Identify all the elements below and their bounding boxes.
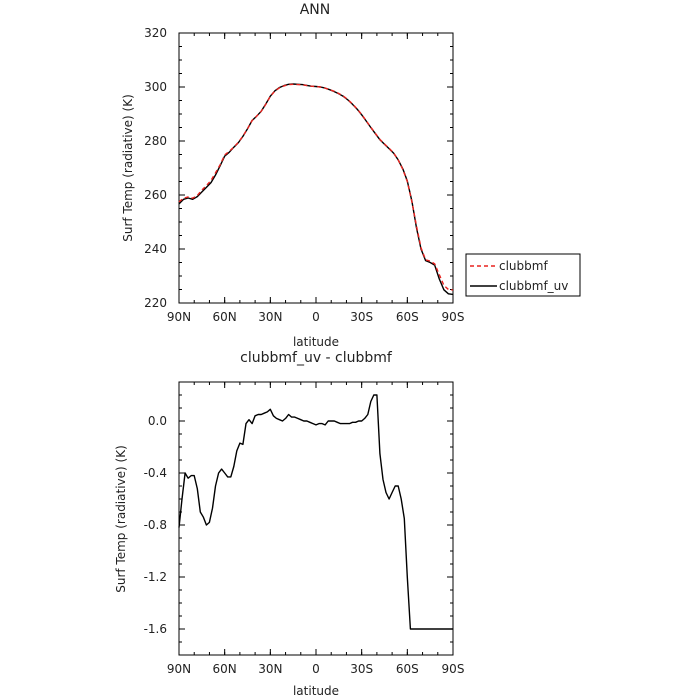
bottom-panel: clubbmf_uv - clubbmf 90N 60N 30N 0 30S 60S 90S…: [114, 350, 464, 698]
top-x-tick-label: 30S: [350, 310, 373, 324]
top-y-axis-label: Surf Temp (radiative) (K): [121, 94, 135, 242]
bottom-y-tick-label: 0.0: [148, 414, 167, 428]
top-series-group: [178, 83, 454, 296]
bottom-x-tick-label: 60N: [213, 662, 237, 676]
legend-label-clubbmf: clubbmf: [499, 259, 548, 273]
bottom-plot-frame: [178, 381, 454, 656]
top-x-tick-label: 60S: [396, 310, 419, 324]
top-y-tick-label: 280: [144, 134, 167, 148]
top-x-tick-label: 90S: [442, 310, 465, 324]
bottom-x-tick-label: 90S: [442, 662, 465, 676]
bottom-x-tick-label: 60S: [396, 662, 419, 676]
bottom-series-line-difference: [178, 394, 453, 630]
top-y-tick-label: 320: [144, 26, 167, 40]
bottom-x-tick-label: 30N: [258, 662, 282, 676]
bottom-y-tick-label: -1.6: [144, 622, 167, 636]
top-y-tick-label: 300: [144, 80, 167, 94]
bottom-axis-ticks: 90N 60N 30N 0 30S 60S 90S -1.6 -1.2 -0.8 -0.4 0.0: [144, 381, 465, 676]
top-y-tick-label: 220: [144, 296, 167, 310]
top-x-tick-label: 0: [312, 310, 320, 324]
bottom-chart-title: clubbmf_uv - clubbmf: [240, 350, 393, 366]
top-x-tick-label: 30N: [258, 310, 282, 324]
bottom-y-tick-label: -1.2: [144, 570, 167, 584]
top-panel: ANN 90N 60N 30N 0 30S 60S 90S 220 240 260 280 300 32…: [121, 2, 581, 349]
bottom-x-axis-label: latitude: [293, 684, 339, 698]
top-plot-frame: [178, 32, 454, 304]
top-chart-title: ANN: [300, 2, 331, 18]
top-series-line-clubbmf_uv: [178, 83, 454, 296]
bottom-series-group: [178, 394, 453, 630]
bottom-x-tick-label: 30S: [350, 662, 373, 676]
top-series-line-clubbmf: [178, 83, 454, 291]
legend-label-clubbmf-uv: clubbmf_uv: [499, 279, 568, 293]
bottom-y-tick-label: -0.4: [144, 466, 167, 480]
legend: clubbmf clubbmf_uv: [465, 253, 581, 297]
top-y-tick-label: 260: [144, 188, 167, 202]
legend-box: [465, 253, 581, 297]
top-y-tick-label: 240: [144, 242, 167, 256]
bottom-y-tick-label: -0.8: [144, 518, 167, 532]
bottom-x-tick-label: 90N: [167, 662, 191, 676]
bottom-x-tick-label: 0: [312, 662, 320, 676]
bottom-y-axis-label: Surf Temp (radiative) (K): [114, 445, 128, 593]
top-x-axis-label: latitude: [293, 335, 339, 349]
top-x-tick-label: 90N: [167, 310, 191, 324]
top-axis-ticks: 90N 60N 30N 0 30S 60S 90S 220 240 260 280 300 320: [144, 26, 464, 324]
top-x-tick-label: 60N: [213, 310, 237, 324]
